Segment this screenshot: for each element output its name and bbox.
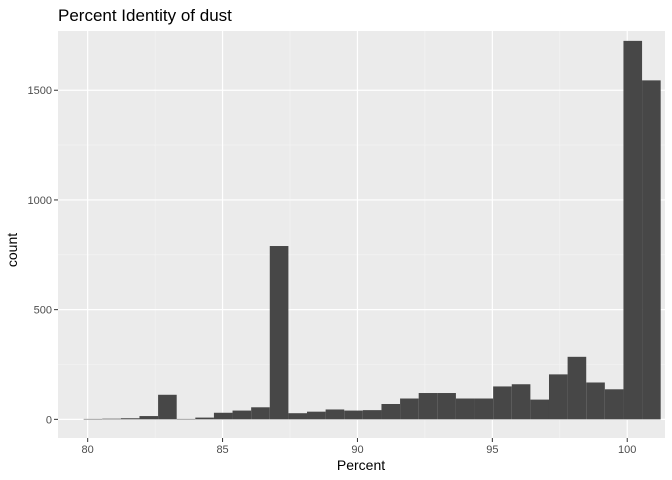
histogram-bar <box>604 389 624 420</box>
y-tick-label: 1500 <box>28 85 52 97</box>
y-axis-title: count <box>4 233 20 267</box>
x-tick-label: 90 <box>351 444 363 456</box>
histogram-bar <box>269 246 289 420</box>
histogram-bar <box>530 399 549 420</box>
x-tick-label: 80 <box>82 444 94 456</box>
histogram-bar <box>511 384 531 420</box>
x-axis-title: Percent <box>337 457 385 473</box>
histogram-bar <box>586 382 605 420</box>
histogram-bar <box>288 413 308 420</box>
histogram-bar <box>455 398 475 420</box>
x-tick-label: 85 <box>216 444 228 456</box>
y-tick-label: 0 <box>46 414 52 426</box>
y-axis: 0 500 1000 1500 <box>28 85 58 426</box>
y-tick-label: 1000 <box>28 195 52 207</box>
histogram-bar <box>344 410 363 420</box>
histogram-bar <box>139 416 159 420</box>
histogram-bar <box>83 418 103 420</box>
histogram-bar <box>102 418 121 420</box>
x-axis: 80 85 90 95 100 <box>82 438 636 456</box>
minor-gridlines <box>58 31 665 438</box>
histogram-bar <box>474 398 494 420</box>
histogram-bar <box>362 410 382 420</box>
histogram-bar <box>325 409 345 420</box>
histogram-bar <box>548 374 568 420</box>
histogram-bar <box>195 417 214 420</box>
x-tick-label: 100 <box>618 444 636 456</box>
histogram-bar <box>158 394 177 420</box>
histogram-bars <box>83 40 661 420</box>
histogram-bar <box>213 412 233 420</box>
major-gridlines <box>58 31 665 438</box>
histogram-bar <box>493 386 512 420</box>
histogram-bar <box>120 418 140 420</box>
histogram-bar <box>642 80 661 420</box>
x-tick-label: 95 <box>486 444 498 456</box>
histogram-bar <box>307 411 326 420</box>
histogram-bar <box>400 398 419 420</box>
histogram-bar <box>623 40 643 420</box>
histogram-bar <box>418 393 438 420</box>
plot-panel <box>58 31 665 438</box>
histogram-bar <box>232 410 252 420</box>
histogram-bar <box>567 356 587 420</box>
histogram-bar <box>437 393 456 420</box>
histogram-bar <box>251 407 270 420</box>
histogram-bar <box>176 418 196 420</box>
chart-title: Percent Identity of dust <box>58 6 232 25</box>
y-tick-label: 500 <box>34 305 52 317</box>
histogram-bar <box>381 403 401 420</box>
